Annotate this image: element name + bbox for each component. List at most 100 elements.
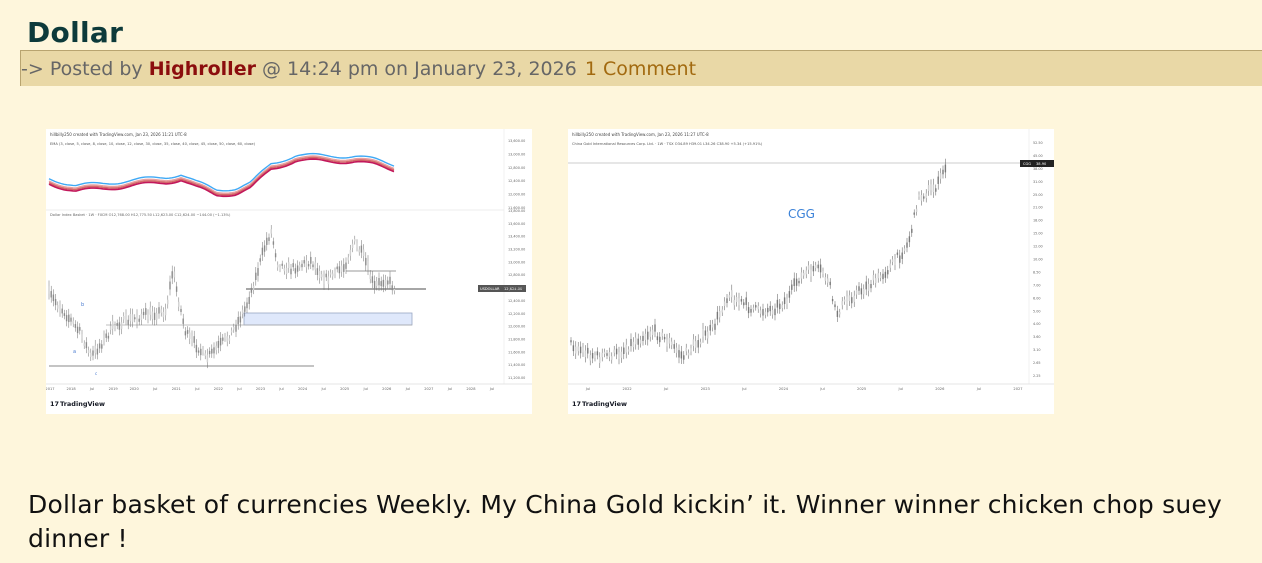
axis-tick-label: 21.00 bbox=[1033, 206, 1043, 210]
candle-body bbox=[827, 278, 829, 283]
ema-legend: EMA (3, close, 5, close, 8, close, 10, c… bbox=[50, 142, 256, 146]
candle-body bbox=[812, 265, 815, 272]
candle-body bbox=[274, 253, 277, 258]
candle-body bbox=[831, 299, 834, 302]
candle-body bbox=[779, 303, 781, 310]
candle-body bbox=[248, 296, 250, 305]
candle-body bbox=[213, 347, 215, 354]
candle-body bbox=[620, 351, 623, 358]
candle-body bbox=[767, 307, 769, 313]
candle-body bbox=[884, 271, 887, 278]
axis-tick-label: 12.00 bbox=[1033, 245, 1043, 249]
candle-body bbox=[908, 236, 911, 243]
chart-header: hillbilly250 created with TradingView.co… bbox=[50, 132, 187, 137]
axis-tick-label: Jul bbox=[320, 387, 325, 391]
candle-body bbox=[721, 309, 723, 313]
author-link[interactable]: Highroller bbox=[148, 58, 256, 80]
axis-tick-label: 2026 bbox=[935, 387, 945, 391]
candle-body bbox=[735, 297, 738, 303]
candle-body bbox=[891, 259, 894, 262]
dollar-chart-image[interactable]: hillbilly250 created with TradingView.co… bbox=[46, 129, 532, 414]
tradingview-logo: 𝟭𝟳 bbox=[572, 400, 581, 408]
axis-tick-label: 2022 bbox=[214, 387, 223, 391]
candle-body bbox=[136, 315, 138, 323]
candle-body bbox=[321, 274, 323, 278]
candle-body bbox=[642, 335, 644, 341]
price-tag bbox=[478, 285, 526, 292]
candle-body bbox=[250, 287, 253, 293]
ema-ribbon bbox=[48, 152, 395, 198]
candle-body bbox=[327, 276, 330, 285]
candle-body bbox=[140, 313, 143, 320]
candle-body bbox=[846, 296, 848, 305]
candle-body bbox=[858, 286, 860, 291]
candle-body bbox=[613, 349, 615, 353]
candle-body bbox=[728, 295, 731, 298]
candle-body bbox=[222, 337, 224, 341]
candle-body bbox=[336, 266, 338, 270]
candle-body bbox=[575, 346, 577, 354]
candle-body bbox=[263, 245, 266, 252]
cgg-chart-image[interactable]: hillbilly250 created with TradingView.co… bbox=[568, 129, 1054, 414]
candle-body bbox=[50, 291, 52, 298]
candle-body bbox=[116, 322, 118, 326]
axis-tick-label: 2026 bbox=[382, 387, 392, 391]
candle-body bbox=[279, 267, 281, 270]
candle-body bbox=[786, 298, 788, 305]
candle-body bbox=[79, 327, 81, 331]
candle-body bbox=[219, 337, 222, 346]
candle-body bbox=[142, 311, 145, 316]
candle-body bbox=[805, 270, 807, 275]
candle-body bbox=[743, 302, 745, 306]
candle-body bbox=[233, 326, 235, 330]
candle-body bbox=[81, 334, 83, 339]
series-label: Dollar Index Basket · 1W · FXCM O12,768.… bbox=[50, 213, 231, 217]
candle-body bbox=[817, 264, 819, 269]
candle-body bbox=[118, 322, 121, 330]
candle-body bbox=[145, 308, 147, 315]
candle-body bbox=[599, 357, 601, 364]
post-title[interactable]: Dollar bbox=[27, 16, 124, 49]
candle-body bbox=[94, 345, 96, 354]
axis-tick-label: Jul bbox=[363, 387, 368, 391]
axis-tick-label: 6.00 bbox=[1033, 296, 1041, 300]
candle-body bbox=[649, 331, 651, 337]
candle-body bbox=[644, 333, 647, 340]
axis-tick-label: Jul bbox=[194, 387, 199, 391]
candle-body bbox=[915, 208, 918, 212]
candle-body bbox=[882, 273, 884, 280]
candle-body bbox=[255, 272, 257, 280]
candle-body bbox=[675, 347, 678, 353]
candle-body bbox=[373, 281, 376, 289]
candle-body bbox=[623, 347, 625, 354]
candle-body bbox=[776, 299, 779, 308]
candle-body bbox=[668, 337, 671, 344]
candle-body bbox=[376, 281, 378, 287]
axis-tick-label: 13,000.00 bbox=[508, 152, 525, 156]
candle-body bbox=[632, 341, 635, 348]
candle-body bbox=[867, 283, 870, 291]
candle-body bbox=[48, 286, 50, 294]
candle-body bbox=[393, 288, 396, 292]
candle-body bbox=[226, 336, 228, 342]
candle-body bbox=[687, 352, 690, 356]
candle-body bbox=[237, 316, 239, 325]
candle-body bbox=[923, 196, 925, 199]
candle-body bbox=[901, 252, 903, 259]
candle-body bbox=[127, 319, 129, 325]
candle-body bbox=[577, 346, 579, 352]
candle-body bbox=[202, 349, 204, 353]
candle-body bbox=[288, 262, 290, 268]
candle-body bbox=[666, 339, 668, 347]
candle-body bbox=[72, 320, 74, 324]
candle-body bbox=[714, 323, 716, 330]
candle-body bbox=[791, 284, 793, 290]
axis-tick-label: 12,000.00 bbox=[508, 325, 525, 329]
axis-tick-label: 12,200.00 bbox=[508, 312, 525, 316]
candle-body bbox=[709, 324, 711, 331]
series-label: China Gold International Resources Corp.… bbox=[572, 142, 763, 146]
candle-body bbox=[356, 243, 358, 248]
candle-body bbox=[305, 260, 308, 268]
candle-body bbox=[156, 313, 158, 320]
comments-link[interactable]: 1 Comment bbox=[584, 58, 697, 80]
